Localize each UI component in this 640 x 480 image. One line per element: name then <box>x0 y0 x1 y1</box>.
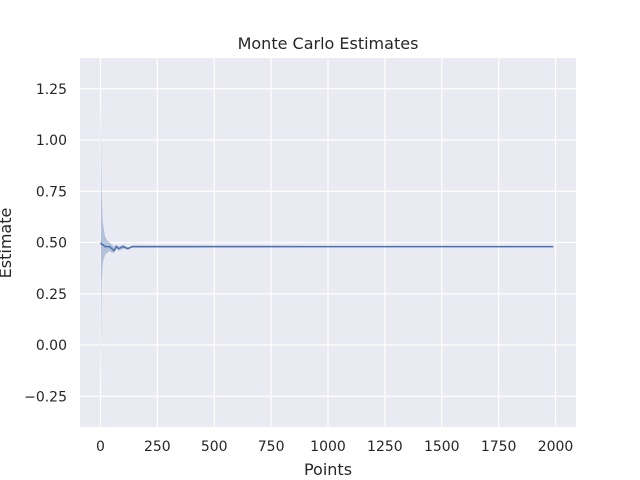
y-tick-label: 0.00 <box>36 338 67 354</box>
x-tick-label: 1750 <box>481 439 517 455</box>
x-tick-label: 750 <box>258 439 285 455</box>
estimate-line <box>100 242 554 252</box>
y-tick-label: 0.25 <box>36 287 67 303</box>
x-tick-label: 1500 <box>424 439 460 455</box>
x-axis-label: Points <box>304 460 352 479</box>
x-tick-label: 1000 <box>310 439 346 455</box>
x-tick-label: 250 <box>144 439 171 455</box>
y-tick-label: −0.25 <box>24 389 67 405</box>
y-tick-labels: −0.25 0.00 0.25 0.50 0.75 1.00 1.25 <box>24 82 67 406</box>
x-tick-label: 1250 <box>367 439 403 455</box>
x-tick-label: 0 <box>96 439 105 455</box>
y-tick-label: 1.25 <box>36 82 67 98</box>
y-tick-label: 0.50 <box>36 236 67 252</box>
x-tick-labels: 0 250 500 750 1000 1250 1500 1750 2000 <box>96 439 573 455</box>
x-tick-label: 500 <box>201 439 228 455</box>
y-tick-label: 0.75 <box>36 184 67 200</box>
chart-title: Monte Carlo Estimates <box>238 34 419 53</box>
x-tick-label: 2000 <box>538 439 574 455</box>
y-tick-label: 1.00 <box>36 133 67 149</box>
y-axis-label: Estimate <box>0 208 15 279</box>
grid-lines <box>80 58 576 427</box>
